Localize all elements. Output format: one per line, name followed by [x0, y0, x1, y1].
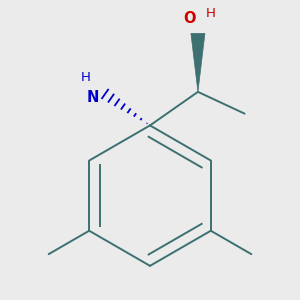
Text: H: H — [206, 8, 216, 20]
Text: H: H — [81, 71, 91, 84]
Polygon shape — [191, 33, 205, 92]
Text: N: N — [86, 90, 99, 105]
Text: O: O — [184, 11, 196, 26]
